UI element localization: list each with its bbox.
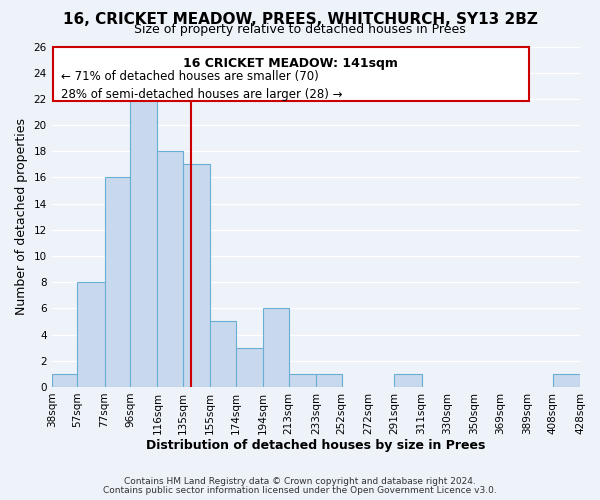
- Text: 28% of semi-detached houses are larger (28) →: 28% of semi-detached houses are larger (…: [61, 88, 343, 101]
- X-axis label: Distribution of detached houses by size in Prees: Distribution of detached houses by size …: [146, 440, 485, 452]
- Bar: [104, 178, 130, 387]
- Bar: [236, 348, 263, 387]
- Bar: [52, 374, 77, 387]
- Bar: [263, 308, 289, 387]
- Bar: [553, 374, 580, 387]
- Text: ← 71% of detached houses are smaller (70): ← 71% of detached houses are smaller (70…: [61, 70, 319, 82]
- Text: Size of property relative to detached houses in Prees: Size of property relative to detached ho…: [134, 23, 466, 36]
- Bar: [130, 99, 157, 387]
- Bar: [157, 152, 183, 387]
- FancyBboxPatch shape: [53, 46, 529, 102]
- Bar: [183, 164, 210, 387]
- Bar: [77, 282, 104, 387]
- Text: Contains public sector information licensed under the Open Government Licence v3: Contains public sector information licen…: [103, 486, 497, 495]
- Text: 16, CRICKET MEADOW, PREES, WHITCHURCH, SY13 2BZ: 16, CRICKET MEADOW, PREES, WHITCHURCH, S…: [62, 12, 538, 26]
- Y-axis label: Number of detached properties: Number of detached properties: [15, 118, 28, 315]
- Bar: [394, 374, 421, 387]
- Bar: [316, 374, 341, 387]
- Bar: [210, 322, 236, 387]
- Text: Contains HM Land Registry data © Crown copyright and database right 2024.: Contains HM Land Registry data © Crown c…: [124, 477, 476, 486]
- Bar: [289, 374, 316, 387]
- Text: 16 CRICKET MEADOW: 141sqm: 16 CRICKET MEADOW: 141sqm: [184, 56, 398, 70]
